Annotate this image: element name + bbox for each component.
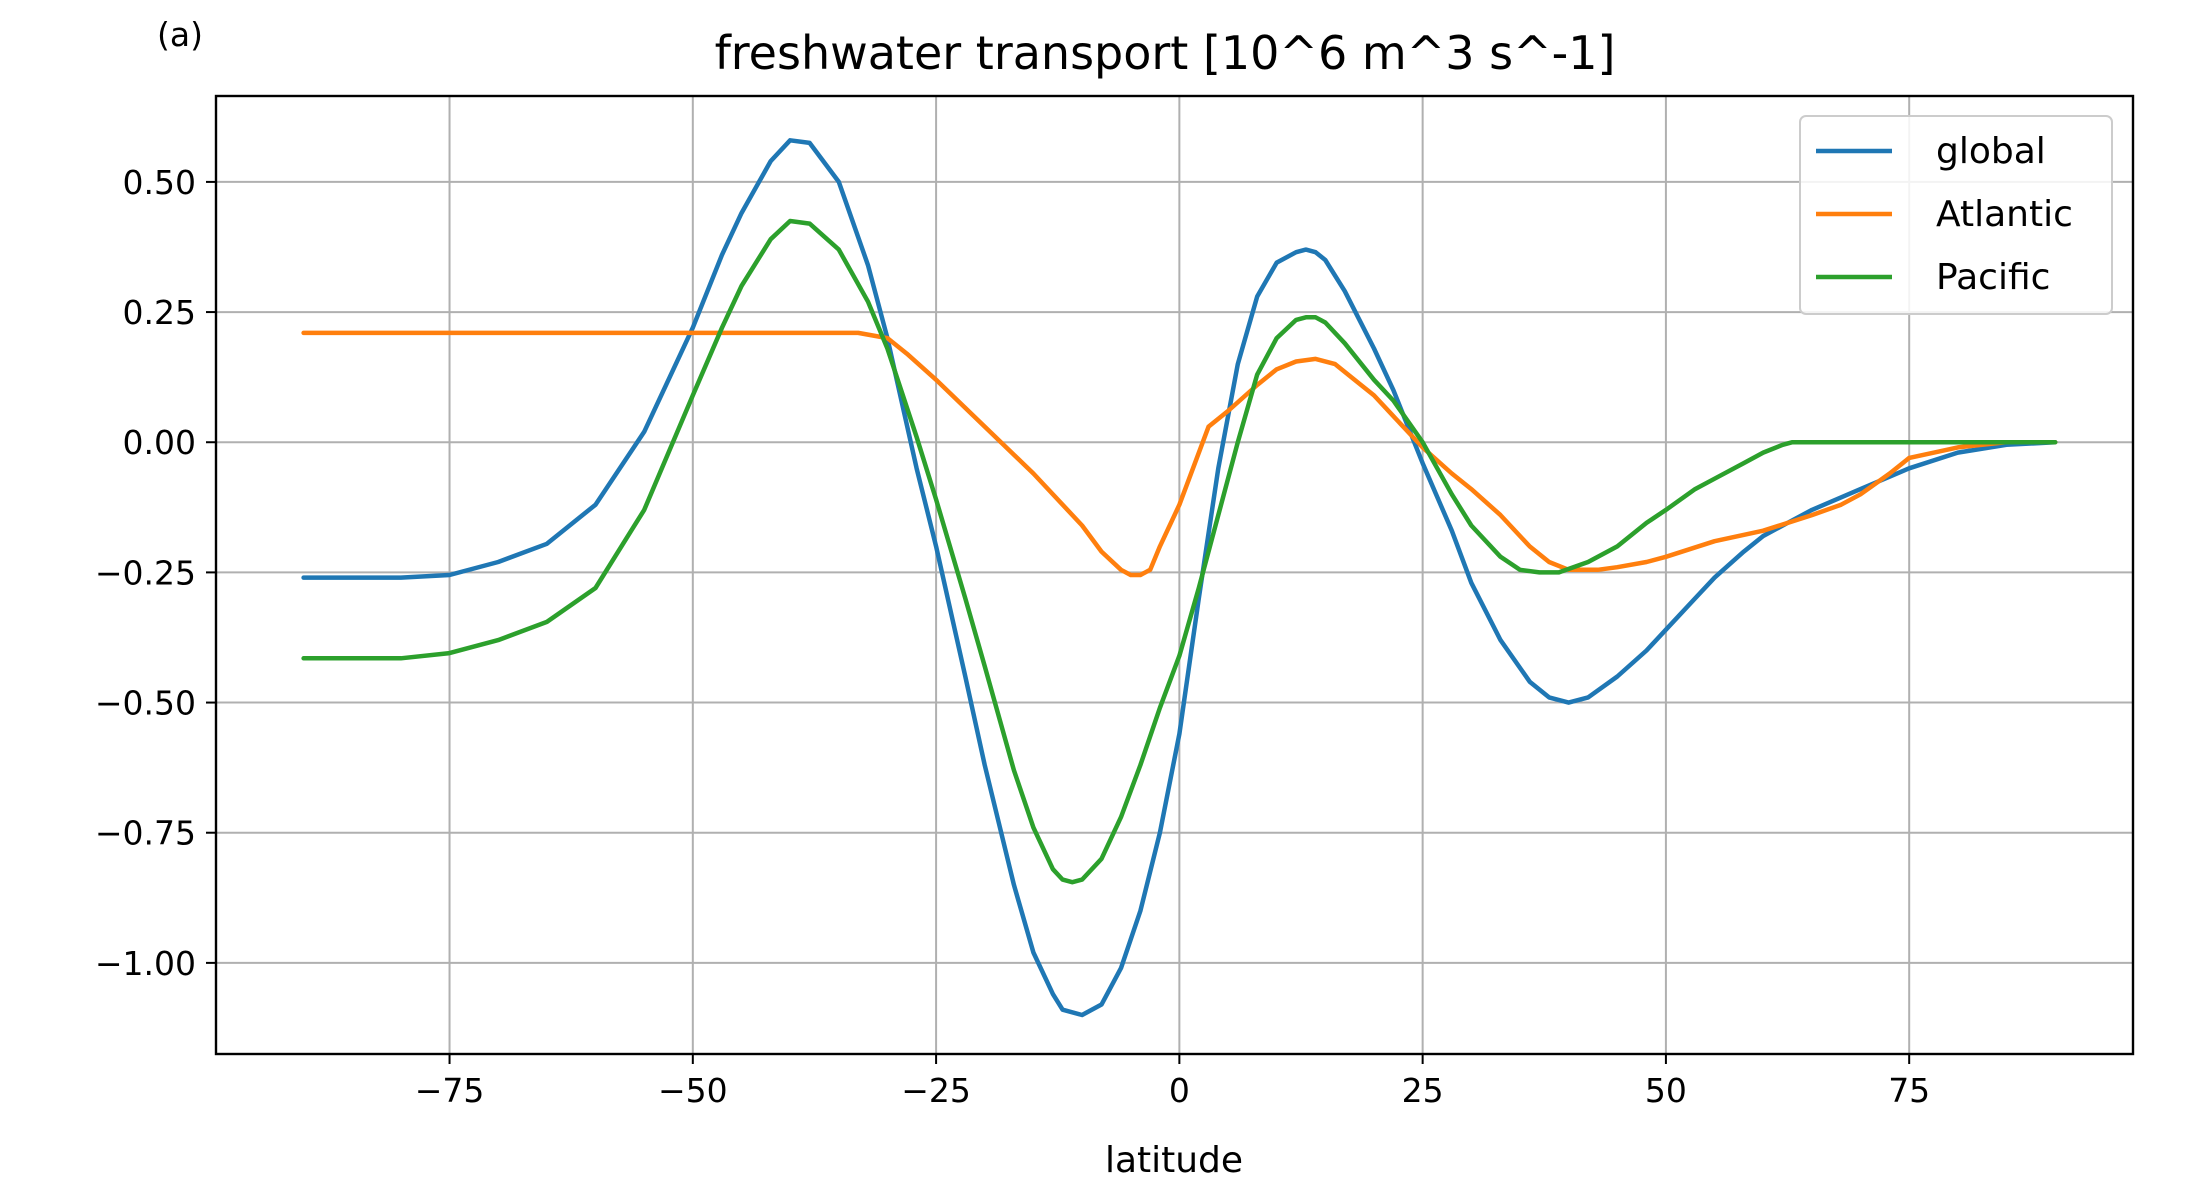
y-tick-label: −0.50 — [95, 684, 196, 723]
x-tick-label: 75 — [1888, 1071, 1930, 1110]
y-tick-label: 0.50 — [123, 163, 196, 202]
legend-label-pacific: Pacific — [1936, 257, 2050, 298]
series-line-atlantic — [301, 330, 2058, 578]
legend-label-atlantic: Atlantic — [1936, 194, 2073, 235]
series-lines — [301, 138, 2058, 1018]
axis-ticks: −75 −50 −25 0 25 50 75 0.50 0.25 0.00 −0.25 −0.50 −0… — [95, 163, 1930, 1110]
series-line-pacific — [301, 218, 2058, 885]
series-line-global — [301, 138, 2058, 1018]
panel-label: (a) — [157, 15, 203, 54]
x-tick-label: −50 — [658, 1071, 728, 1110]
x-tick-label: 25 — [1402, 1071, 1444, 1110]
y-tick-label: −0.25 — [95, 553, 196, 592]
legend-label-global: global — [1936, 131, 2046, 172]
y-tick-label: 0.25 — [123, 293, 196, 332]
legend: global Atlantic Pacific — [1799, 115, 2113, 315]
x-tick-label: −75 — [415, 1071, 485, 1110]
x-axis-label: latitude — [1105, 1140, 1243, 1181]
y-tick-label: 0.00 — [123, 423, 196, 462]
x-tick-label: −25 — [901, 1071, 971, 1110]
y-tick-label: −1.00 — [95, 944, 196, 983]
x-tick-label: 0 — [1169, 1071, 1190, 1110]
chart-title: freshwater transport [10^6 m^3 s^-1] — [715, 26, 1616, 80]
x-tick-label: 50 — [1645, 1071, 1687, 1110]
y-tick-label: −0.75 — [95, 814, 196, 853]
legend-box — [1799, 115, 2113, 315]
plot-frame — [214, 94, 2135, 1056]
